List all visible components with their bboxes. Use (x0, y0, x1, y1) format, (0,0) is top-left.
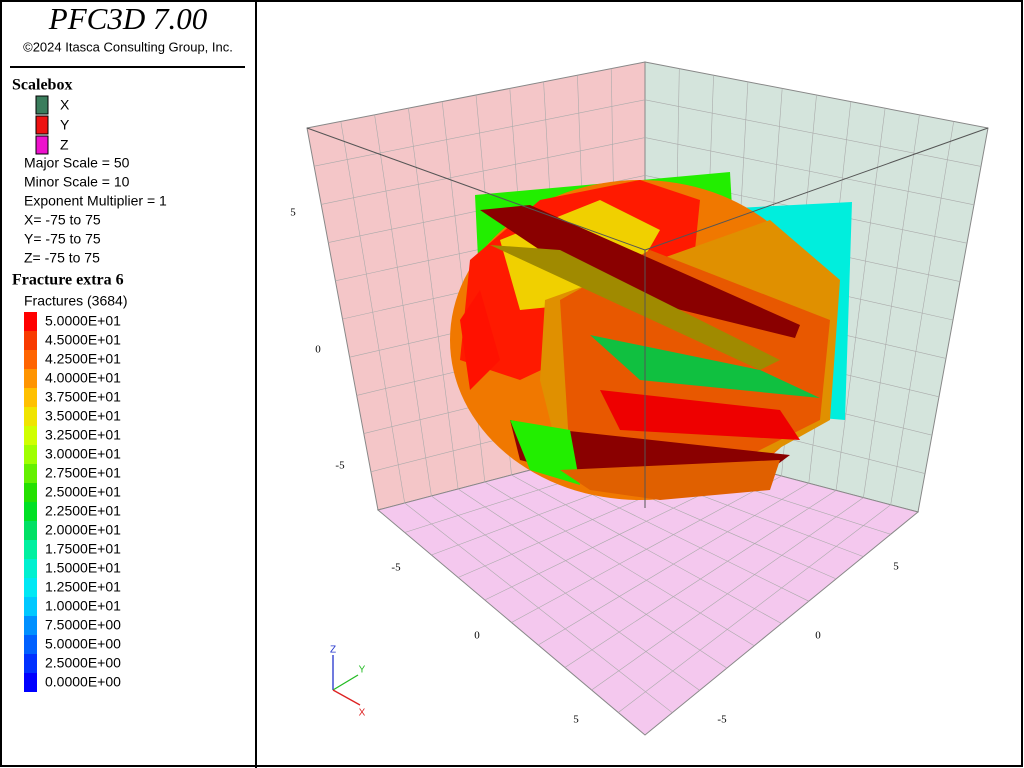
legend-subtitle: Fractures (3684) (24, 293, 127, 309)
legend-swatch (24, 388, 37, 407)
legend-swatch (24, 312, 37, 331)
legend-swatch (24, 578, 37, 597)
legend-label: 3.7500E+01 (45, 389, 121, 405)
legend-swatch (24, 350, 37, 369)
grid-line (511, 475, 782, 623)
legend-label: 2.7500E+01 (45, 465, 121, 481)
fracture (560, 460, 780, 500)
legend-label: 2.5000E+00 (45, 655, 121, 671)
legend-swatch (24, 654, 37, 673)
legend-swatch (24, 331, 37, 350)
axis-triad (332, 655, 361, 706)
legend-swatch (24, 407, 37, 426)
legend-label: 1.2500E+01 (45, 579, 121, 595)
axis-label: Y (60, 117, 70, 133)
legend-label: 2.5000E+01 (45, 484, 121, 500)
axis-label: X (60, 97, 70, 113)
legend-label: 5.0000E+00 (45, 636, 121, 652)
grid-line (863, 114, 920, 498)
triad-label: Z (330, 645, 336, 656)
legend-swatch (24, 464, 37, 483)
grid-line (618, 504, 891, 713)
legend-label: 3.5000E+01 (45, 408, 121, 424)
legend-swatch (24, 540, 37, 559)
scale-info: Exponent Multiplier = 1 (24, 193, 167, 209)
legend-label: 3.2500E+01 (45, 427, 121, 443)
app-title: PFC3D 7.00 (48, 1, 208, 36)
legend-swatch (24, 445, 37, 464)
triad-label: Y (359, 665, 366, 676)
axis-label: Z (60, 137, 69, 153)
scalebox-title: Scalebox (12, 77, 72, 94)
legend-label: 4.0000E+01 (45, 370, 121, 386)
legend-label: 0.0000E+00 (45, 674, 121, 690)
legend-label: 2.2500E+01 (45, 503, 121, 519)
box-edge (644, 127, 989, 251)
triad-x (332, 689, 361, 706)
box-edge (306, 127, 646, 251)
legend-label: 1.5000E+01 (45, 560, 121, 576)
legend-label: 3.0000E+01 (45, 446, 121, 462)
axis-swatch (35, 95, 49, 115)
fracture (600, 390, 800, 440)
axis-tick-label: 0 (315, 344, 321, 356)
legend-label: 5.0000E+01 (45, 313, 121, 329)
grid-line (591, 497, 864, 691)
axis-swatch (35, 135, 49, 155)
fracture (510, 420, 580, 485)
fracture (590, 335, 820, 398)
axis-tick-label: 5 (893, 561, 899, 573)
legend-title: Fracture extra 6 (12, 272, 124, 289)
legend-label: 1.7500E+01 (45, 541, 121, 557)
legend-label: 2.0000E+01 (45, 522, 121, 538)
legend-swatch (24, 502, 37, 521)
axis-tick-label: 5 (573, 714, 579, 726)
grid-line (890, 121, 954, 505)
legend-label: 7.5000E+00 (45, 617, 121, 633)
legend-swatch (24, 673, 37, 692)
legend-swatch (24, 521, 37, 540)
grid-line (835, 108, 886, 491)
fracture (480, 205, 800, 338)
axis-tick-label: 0 (815, 630, 821, 642)
fracture (490, 245, 780, 370)
grid-line (538, 482, 809, 646)
axis-tick-label: -5 (391, 562, 401, 574)
legend-label: 1.0000E+01 (45, 598, 121, 614)
grid-line (564, 490, 837, 668)
fracture (460, 290, 500, 390)
legend-label: 4.5000E+01 (45, 332, 121, 348)
axis-tick-label: 0 (474, 630, 480, 642)
axis-tick-label: -5 (335, 460, 345, 472)
legend-swatch (24, 597, 37, 616)
scale-info: X= -75 to 75 (24, 212, 101, 228)
legend-swatch (24, 635, 37, 654)
legend-swatch (24, 426, 37, 445)
triad-label: X (359, 708, 366, 719)
legend-swatch (24, 483, 37, 502)
scale-info: Y= -75 to 75 (24, 231, 101, 247)
fractures (306, 127, 989, 508)
legend-swatch (24, 369, 37, 388)
fracture (510, 420, 790, 475)
copyright: ©2024 Itasca Consulting Group, Inc. (23, 39, 233, 54)
triad-y (332, 674, 359, 691)
scale-info: Major Scale = 50 (24, 155, 130, 171)
scale-info: Z= -75 to 75 (24, 250, 100, 266)
axis-tick-label: -5 (717, 714, 727, 726)
legend-label: 4.2500E+01 (45, 351, 121, 367)
legend-swatch (24, 559, 37, 578)
axis-swatch (35, 115, 49, 135)
scale-info: Minor Scale = 10 (24, 174, 130, 190)
axis-tick-label: 5 (290, 207, 296, 219)
legend-swatch (24, 616, 37, 635)
